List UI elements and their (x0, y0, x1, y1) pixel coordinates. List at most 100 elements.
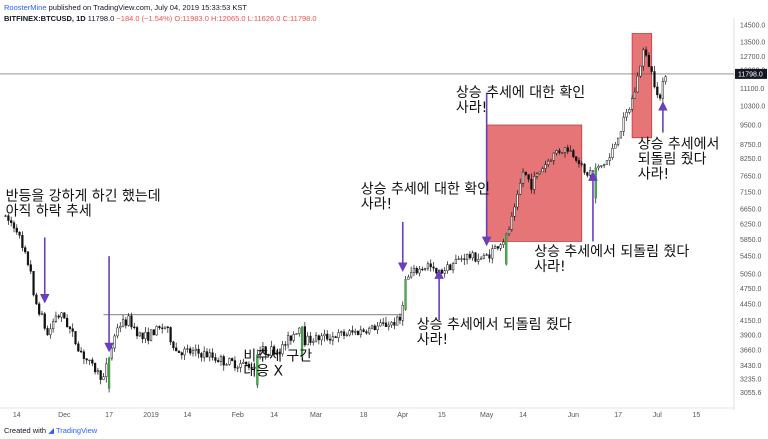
candle-2019-05-18 (533, 171, 536, 195)
candle-2018-11-10 (4, 214, 7, 218)
candle-2018-11-27 (52, 318, 55, 333)
x-tick-10: 15 (438, 412, 446, 419)
y-tick-23: 14500.0 (740, 23, 765, 30)
candle-2019-04-14 (438, 269, 441, 274)
candle-2018-12-17 (107, 356, 111, 393)
candle-2019-03-22 (373, 324, 376, 331)
author-link[interactable]: RoosterMine (4, 3, 47, 12)
candle-2018-11-28 (54, 311, 58, 323)
last-price-badge (735, 68, 767, 79)
candle-2019-02-28 (312, 338, 315, 346)
candle-2019-04-27 (474, 251, 477, 263)
x-tick-4: 14 (183, 412, 191, 419)
y-tick-12: 6650.0 (740, 207, 762, 214)
candle-2019-02-26 (306, 332, 309, 346)
candle-2019-05-26 (555, 149, 558, 156)
y-tick-19: 11100.0 (740, 86, 764, 93)
candle-2019-04-15 (440, 268, 444, 275)
candle-2019-06-03 (577, 157, 581, 168)
candle-2019-06-10 (597, 164, 600, 171)
candle-2019-01-22 (208, 348, 211, 362)
candle-2018-11-13 (12, 220, 16, 233)
candle-2019-03-30 (396, 315, 399, 326)
candle-2019-04-12 (432, 262, 435, 272)
y-tick-1: 3235.0 (740, 377, 762, 384)
candle-2019-04-20 (454, 254, 458, 264)
candle-2018-12-03 (68, 326, 72, 334)
y-tick-9: 5450.0 (740, 254, 762, 261)
candle-2019-02-03 (242, 358, 245, 365)
candle-2019-01-06 (163, 326, 167, 330)
candle-2018-11-29 (57, 314, 60, 320)
candle-2018-11-22 (38, 301, 41, 317)
candle-2019-01-26 (219, 354, 223, 366)
x-tick-13: Jun (568, 412, 579, 419)
candle-2018-12-25 (130, 312, 133, 330)
candle-2019-03-16 (356, 330, 360, 336)
candle-2018-12-05 (74, 331, 77, 346)
annotation-1-line-1: 사라! (361, 197, 392, 213)
candle-2019-02-18 (284, 341, 287, 351)
created-with-label: Created with (4, 426, 47, 435)
candle-2019-05-17 (530, 173, 533, 194)
candle-2019-07-02 (658, 93, 662, 101)
candle-2019-01-28 (225, 362, 228, 366)
y-tick-5: 4150.0 (740, 318, 762, 325)
candle-2018-12-19 (113, 333, 116, 352)
candle-2019-06-04 (580, 160, 583, 168)
candle-2019-02-16 (278, 351, 281, 357)
candle-2019-02-02 (239, 359, 242, 373)
candle-2018-11-24 (43, 312, 46, 331)
candle-2019-06-20 (625, 108, 628, 121)
y-tick-2: 3430.0 (740, 363, 762, 370)
x-tick-3: 2019 (143, 412, 159, 419)
candle-2018-11-19 (29, 260, 32, 275)
candle-2019-03-31 (398, 313, 402, 325)
annotation-5-line-1: 되돌림 줬다 (638, 151, 707, 167)
candle-2018-12-08 (82, 349, 86, 365)
y-tick-8: 5050.0 (740, 272, 762, 279)
symbol-line: BITFINEX:BTCUSD, 1D 11798.0 −184.0 (−1.5… (4, 13, 317, 24)
candle-2019-03-14 (351, 325, 354, 336)
candle-2019-02-14 (272, 344, 276, 357)
annotation-6-line-1: 대응 X (243, 364, 283, 380)
candle-2019-07-04 (664, 75, 667, 85)
y-tick-10: 5850.0 (740, 237, 762, 244)
candle-2019-05-05 (496, 246, 499, 251)
candle-2018-12-16 (105, 357, 108, 383)
candle-2018-12-13 (96, 367, 100, 375)
candle-2019-05-08 (505, 232, 508, 266)
y-tick-4: 3900.0 (740, 333, 762, 340)
candle-2019-04-13 (435, 267, 438, 275)
y-tick-21: 12700.0 (740, 54, 765, 61)
tradingview-brand[interactable]: TradingView (55, 426, 98, 435)
candle-2019-02-20 (289, 335, 292, 345)
candle-2019-02-19 (286, 331, 290, 349)
candle-2019-04-23 (463, 253, 466, 265)
candle-2019-01-21 (205, 348, 209, 358)
candle-2019-01-09 (172, 340, 175, 351)
x-tick-1: Dec (58, 412, 71, 419)
candle-2018-12-15 (102, 373, 105, 380)
candle-2019-02-06 (250, 362, 253, 369)
candle-2019-07-01 (656, 82, 659, 99)
candle-2019-02-17 (281, 340, 284, 357)
candle-2018-12-21 (119, 321, 122, 333)
candle-2018-12-11 (91, 357, 94, 367)
candle-2018-11-26 (49, 323, 52, 339)
y-tick-17: 9500.0 (740, 123, 762, 130)
candle-2019-06-08 (591, 170, 595, 173)
candle-2019-06-16 (614, 141, 617, 149)
candle-2019-02-13 (270, 340, 273, 358)
candle-2019-06-01 (572, 148, 575, 159)
candle-2019-04-17 (446, 261, 449, 274)
candle-2019-03-11 (342, 329, 346, 340)
candle-2019-03-07 (331, 331, 334, 346)
candle-2019-06-02 (575, 156, 578, 163)
candle-2019-02-10 (261, 341, 265, 353)
candle-2019-06-27 (644, 46, 648, 57)
annotation-5-line-0: 상승 추세에서 (638, 136, 720, 152)
candle-2019-03-29 (393, 317, 396, 330)
candle-2019-01-05 (161, 323, 164, 334)
